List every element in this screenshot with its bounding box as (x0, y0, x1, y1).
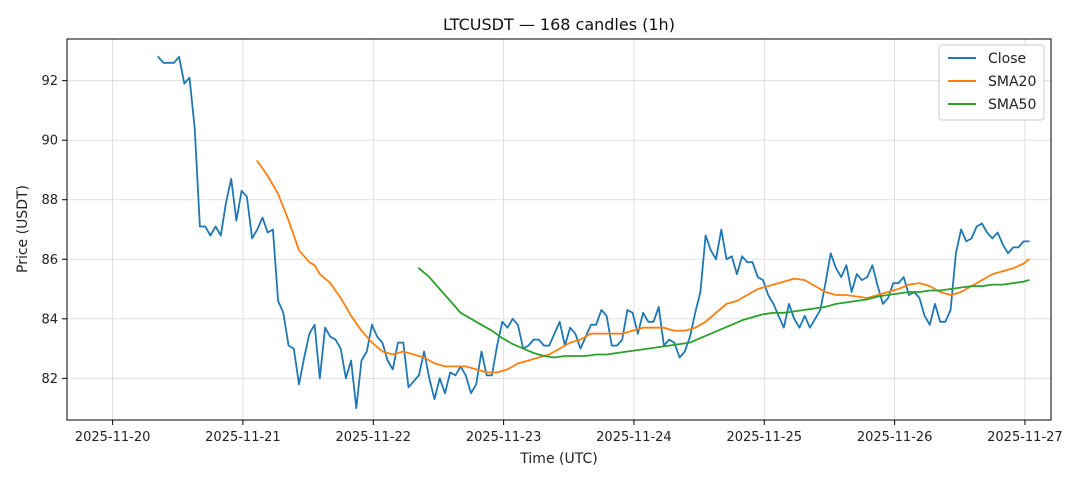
x-tick-label: 2025-11-25 (726, 430, 802, 445)
x-tick-layer: 2025-11-20 2025-11-21 2025-11-22 2025-11-23… (75, 420, 1063, 445)
x-tick-label: 2025-11-22 (335, 430, 411, 445)
chart-title: LTCUSDT — 168 candles (1h) (443, 15, 675, 34)
y-axis-label: Price (USDT) (15, 185, 31, 273)
x-tick-label: 2025-11-26 (857, 430, 933, 445)
y-tick-layer: 82 84 86 88 90 92 (41, 74, 67, 387)
legend-label-sma20: SMA20 (988, 74, 1036, 90)
y-tick-label: 90 (41, 134, 58, 149)
x-tick-label: 2025-11-20 (75, 430, 151, 445)
plot-frame (66, 38, 1052, 421)
x-tick-label: 2025-11-23 (466, 430, 542, 445)
x-axis-label: Time (UTC) (519, 451, 597, 467)
series-line-sma20 (256, 160, 1030, 374)
series-layer (157, 56, 1030, 409)
series-line-close (157, 56, 1030, 409)
x-tick-label: 2025-11-21 (205, 430, 281, 445)
grid-layer (67, 39, 1051, 420)
y-tick-label: 88 (41, 193, 58, 208)
y-tick-label: 92 (41, 74, 58, 89)
series-line-sma50 (418, 267, 1030, 359)
x-tick-label: 2025-11-27 (987, 430, 1063, 445)
y-tick-label: 84 (41, 312, 58, 327)
legend: Close SMA20 SMA50 (938, 44, 1045, 121)
y-tick-label: 86 (41, 253, 58, 268)
legend-box (938, 44, 1045, 121)
y-tick-label: 82 (41, 372, 58, 387)
legend-label-close: Close (988, 51, 1026, 67)
x-tick-label: 2025-11-24 (596, 430, 672, 445)
legend-label-sma50: SMA50 (988, 97, 1036, 113)
